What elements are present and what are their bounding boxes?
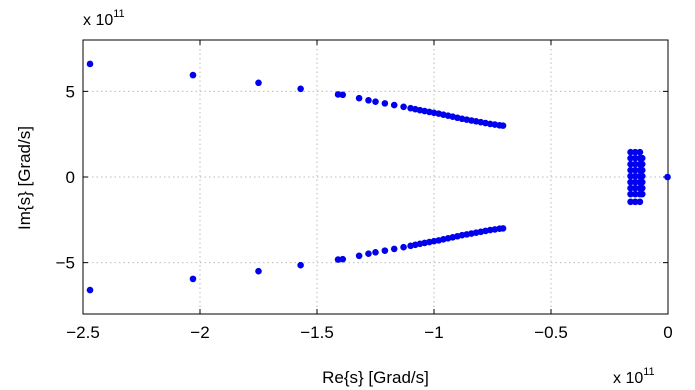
- y-tick-label: 0: [66, 168, 75, 187]
- pole-point: [631, 198, 639, 206]
- pole-point: [390, 245, 398, 253]
- pole-point: [638, 172, 646, 180]
- pole-point: [664, 173, 671, 181]
- x-tick-label: −2.5: [66, 323, 100, 342]
- pole-point: [631, 184, 639, 192]
- pole-point: [631, 160, 639, 168]
- pole-point: [638, 154, 646, 162]
- grid-lines: [83, 40, 668, 314]
- pole-point: [400, 243, 407, 251]
- x-tick-label: 0: [663, 323, 672, 342]
- pole-point: [297, 261, 304, 269]
- pole-point: [627, 198, 634, 206]
- pole-point: [627, 160, 634, 168]
- pole-point: [638, 160, 646, 168]
- pole-point: [355, 94, 363, 102]
- pole-point: [86, 286, 94, 294]
- y-axis-label: Im{s} [Grad/s]: [15, 126, 34, 230]
- pole-point: [638, 166, 646, 174]
- x-tick-label: −1.5: [300, 323, 334, 342]
- pole-point: [381, 100, 389, 107]
- pole-point: [372, 98, 379, 105]
- pole-point: [86, 60, 94, 68]
- pole-point: [334, 256, 342, 263]
- pole-point: [627, 148, 634, 156]
- data-points: [86, 60, 671, 294]
- pole-point: [627, 172, 634, 180]
- pole-point: [189, 275, 197, 283]
- pole-point: [499, 122, 507, 129]
- x-tick-label: −2: [190, 323, 209, 342]
- pole-point: [631, 178, 639, 186]
- x-tick-label: −1: [424, 323, 443, 342]
- pole-point: [631, 190, 639, 198]
- pole-point: [627, 154, 634, 162]
- pole-point: [631, 166, 639, 174]
- y-tick-label: −5: [56, 254, 75, 273]
- pole-point: [627, 184, 634, 192]
- pole-point: [499, 225, 507, 232]
- pole-point: [255, 79, 262, 87]
- x-multiplier-label: x 1011: [613, 366, 655, 387]
- pole-point: [631, 148, 639, 156]
- x-axis-label: Re{s} [Grad/s]: [322, 368, 429, 387]
- pole-point: [627, 166, 634, 174]
- pole-point: [638, 184, 646, 192]
- pole-point: [189, 71, 197, 79]
- pole-point: [297, 85, 304, 93]
- pole-point: [355, 252, 363, 260]
- y-multiplier-label: x 1011: [83, 8, 125, 29]
- axis-ticks: −2.5 −2 −1.5 −1 −0.5 0 −5 0 5: [56, 40, 673, 342]
- pole-point: [365, 96, 372, 104]
- pole-point: [636, 198, 644, 206]
- pole-point: [638, 178, 646, 186]
- y-tick-label: 5: [66, 82, 75, 101]
- pole-point: [365, 250, 372, 258]
- pole-point: [372, 249, 379, 256]
- pole-point: [631, 154, 639, 162]
- pole-point: [334, 91, 342, 98]
- pole-point: [400, 103, 407, 111]
- pole-point: [638, 190, 646, 198]
- pole-point: [381, 247, 389, 254]
- pole-point: [339, 255, 347, 263]
- pole-point: [636, 148, 644, 156]
- x-tick-label: −0.5: [534, 323, 568, 342]
- pole-point: [339, 91, 347, 99]
- pole-point: [627, 190, 634, 198]
- pole-point: [390, 101, 398, 109]
- pole-point: [631, 172, 639, 180]
- pole-point: [627, 178, 634, 186]
- pole-point: [255, 267, 262, 275]
